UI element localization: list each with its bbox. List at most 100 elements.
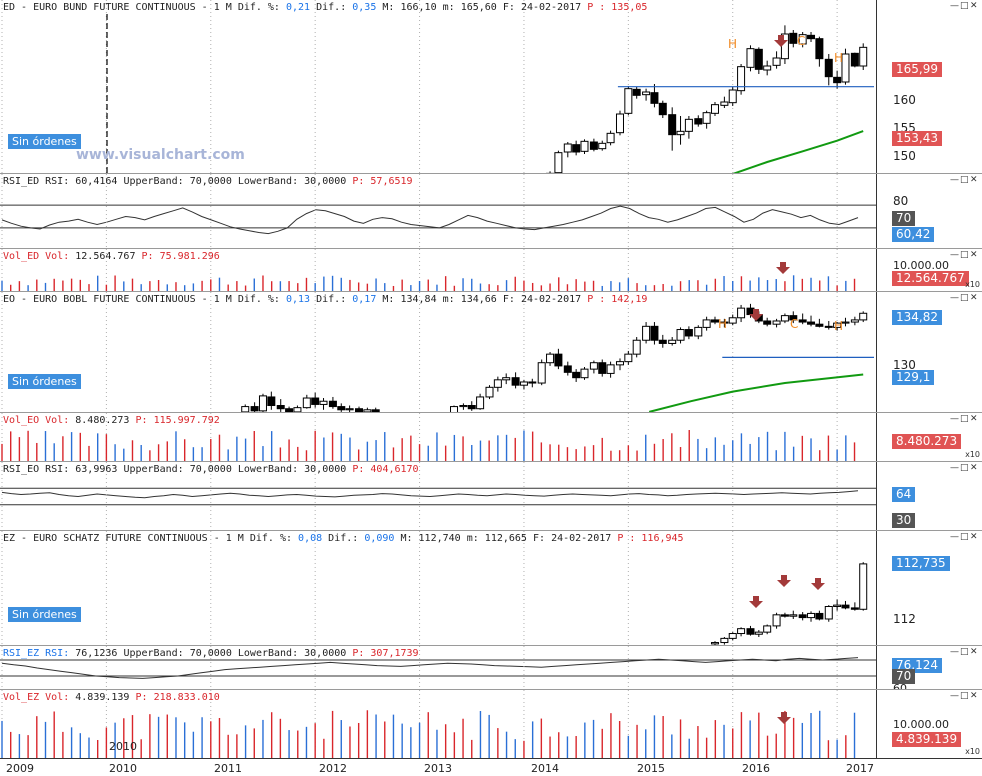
ed-down-arrow-icon bbox=[774, 35, 788, 47]
candle-up bbox=[606, 132, 615, 144]
rsi-eo-last-badge: 64 bbox=[892, 487, 916, 502]
maximize-icon[interactable]: □ bbox=[960, 250, 972, 260]
vol-ez-chart-svg bbox=[1, 690, 856, 758]
minimize-icon[interactable]: — bbox=[950, 414, 962, 424]
candle-up bbox=[668, 339, 677, 344]
candle-up bbox=[824, 606, 833, 620]
rsi-ed-name: RSI_ED RSI: bbox=[3, 176, 70, 187]
maximize-icon[interactable]: □ bbox=[960, 1, 972, 11]
vol-ez-p: 218.833.010 bbox=[153, 692, 220, 703]
candle-down bbox=[850, 52, 859, 67]
vol-ez-axis[interactable]: —□✕ 10.000.00 4.839.139 x10 bbox=[876, 690, 982, 758]
vol-eo-axis[interactable]: —□✕ 8.480.273 x10 bbox=[876, 413, 982, 461]
candle-up bbox=[772, 614, 781, 627]
candle-up bbox=[833, 604, 842, 608]
eo-date: 24-02-2017 bbox=[520, 294, 582, 305]
rsi-ez-axis[interactable]: —□✕ 76,124 70 60 bbox=[876, 646, 982, 689]
candle-up bbox=[754, 631, 763, 635]
vol-ed-scale: x10 bbox=[965, 280, 980, 289]
close-icon[interactable]: ✕ bbox=[970, 414, 981, 424]
minimize-icon[interactable]: — bbox=[950, 532, 962, 542]
minimize-icon[interactable]: — bbox=[950, 691, 962, 701]
ed-window-controls: —□✕ bbox=[950, 1, 980, 11]
eo-pattern-h1: H bbox=[718, 317, 727, 331]
close-icon[interactable]: ✕ bbox=[970, 691, 981, 701]
eo-p: 142,19 bbox=[611, 294, 648, 305]
eo-max-label: M: bbox=[382, 294, 395, 305]
vol-ed-down-arrow-icon bbox=[776, 262, 790, 274]
maximize-icon[interactable]: □ bbox=[960, 463, 972, 473]
ez-header: EZ - EURO SCHATZ FUTURE CONTINUOUS - 1 M… bbox=[3, 533, 684, 544]
minimize-icon[interactable]: — bbox=[950, 250, 962, 260]
close-icon[interactable]: ✕ bbox=[970, 293, 981, 303]
candle-down bbox=[285, 408, 294, 412]
eo-min-label: m: bbox=[442, 294, 455, 305]
orders-button[interactable]: Sin órdenes bbox=[8, 134, 81, 149]
close-icon[interactable]: ✕ bbox=[970, 1, 981, 11]
ed-price-panel: H C H ED - EURO BUND FUTURE CONTINUOUS - 1… bbox=[0, 0, 982, 174]
maximize-icon[interactable]: □ bbox=[960, 414, 972, 424]
vol-ed-axis[interactable]: —□✕ 10.000.00 12.564.767 x10 bbox=[876, 249, 982, 291]
candle-down bbox=[250, 406, 259, 412]
ed-price-axis[interactable]: —□✕ 165,99 160 155 153,43 150 bbox=[876, 0, 982, 173]
eo-moving-average bbox=[648, 373, 864, 412]
rsi-eo-axis[interactable]: —□✕ 64 30 bbox=[876, 462, 982, 530]
candle-down bbox=[528, 381, 537, 384]
candle-up bbox=[694, 326, 703, 337]
candle-up bbox=[702, 319, 711, 328]
watermark: www.visualchart.com bbox=[76, 147, 245, 163]
ez-plot bbox=[0, 531, 876, 645]
vol-eo-window-controls: —□✕ bbox=[950, 414, 980, 424]
ed-p: 135,05 bbox=[611, 2, 648, 13]
close-icon[interactable]: ✕ bbox=[970, 463, 981, 473]
candle-down bbox=[276, 405, 285, 410]
candle-up bbox=[859, 312, 868, 321]
candle-up bbox=[624, 353, 633, 363]
rsi-ez-name: RSI_EZ RSI: bbox=[3, 648, 70, 659]
minimize-icon[interactable]: — bbox=[950, 463, 962, 473]
ez-last-price-badge: 112,735 bbox=[892, 556, 950, 571]
close-icon[interactable]: ✕ bbox=[970, 532, 981, 542]
close-icon[interactable]: ✕ bbox=[970, 250, 981, 260]
candle-down bbox=[632, 88, 641, 96]
year-label-2010: 2010 bbox=[109, 762, 137, 775]
vol-ed-chart-svg bbox=[1, 249, 856, 291]
candle-up bbox=[293, 407, 302, 412]
candle-up bbox=[580, 368, 589, 379]
candle-down bbox=[589, 141, 598, 150]
rsi-ed-plot bbox=[0, 174, 876, 248]
eo-dif: 0,17 bbox=[352, 294, 377, 305]
candle-up bbox=[728, 89, 737, 104]
eo-down-arrow-icon bbox=[749, 309, 763, 321]
rsi-ed-axis[interactable]: —□✕ 80 70 60,42 bbox=[876, 174, 982, 248]
minimize-icon[interactable]: — bbox=[950, 293, 962, 303]
vol-ed-window-controls: —□✕ bbox=[950, 250, 980, 260]
candle-up bbox=[737, 628, 746, 635]
year-label-2012: 2012 bbox=[319, 762, 347, 775]
minimize-icon[interactable]: — bbox=[950, 1, 962, 11]
maximize-icon[interactable]: □ bbox=[960, 691, 972, 701]
orders-button[interactable]: Sin órdenes bbox=[8, 374, 81, 389]
vol-eo-header: Vol_EO Vol: 8.480.273 P: 115.997.792 bbox=[3, 415, 220, 426]
candle-down bbox=[798, 319, 807, 323]
close-icon[interactable]: ✕ bbox=[970, 647, 981, 657]
maximize-icon[interactable]: □ bbox=[960, 532, 972, 542]
minimize-icon[interactable]: — bbox=[950, 175, 962, 185]
close-icon[interactable]: ✕ bbox=[970, 175, 981, 185]
maximize-icon[interactable]: □ bbox=[960, 175, 972, 185]
ed-max: 166,10 bbox=[400, 2, 437, 13]
orders-button[interactable]: Sin órdenes bbox=[8, 607, 81, 622]
time-axis[interactable]: 2009 2010 2011 2012 2013 2014 2015 2016 … bbox=[0, 758, 982, 776]
maximize-icon[interactable]: □ bbox=[960, 647, 972, 657]
eo-price-axis[interactable]: —□✕ 134,82 130 129,1 bbox=[876, 292, 982, 412]
minimize-icon[interactable]: — bbox=[950, 647, 962, 657]
candle-up bbox=[615, 113, 624, 134]
maximize-icon[interactable]: □ bbox=[960, 293, 972, 303]
rsi-ez-partial-tick: 60 bbox=[893, 682, 907, 690]
candle-up bbox=[702, 112, 711, 124]
rsi-ed-p: 57,6519 bbox=[370, 176, 413, 187]
ez-price-axis[interactable]: —□✕ 112,735 112 bbox=[876, 531, 982, 645]
rsi-eo-window-controls: —□✕ bbox=[950, 463, 980, 473]
ed-plot: H C H bbox=[0, 0, 876, 173]
rsi-eo-plot bbox=[0, 462, 876, 530]
